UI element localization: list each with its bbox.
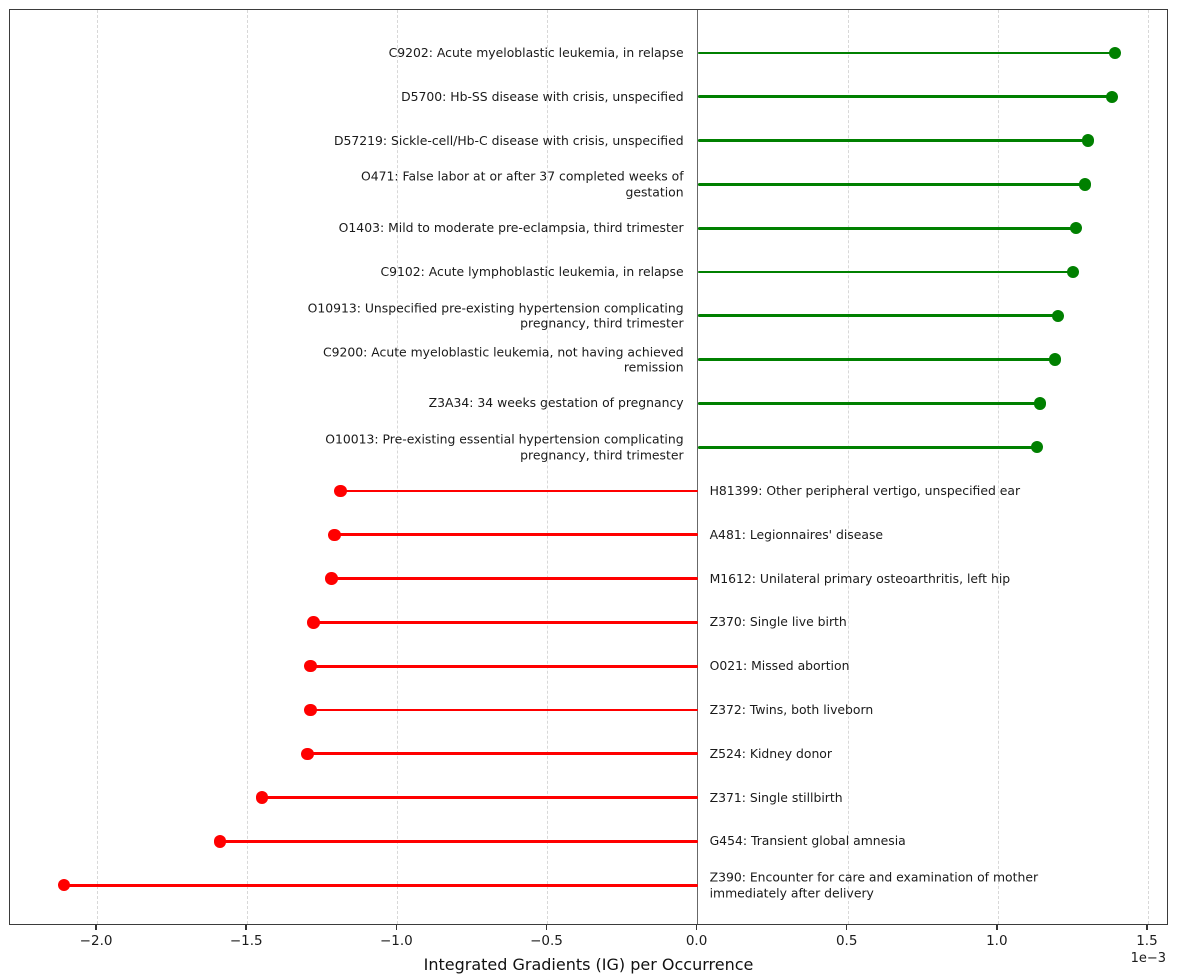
gridline bbox=[997, 10, 999, 924]
x-tick bbox=[695, 925, 698, 930]
zero-axis-line bbox=[696, 10, 699, 924]
x-tick-label: −0.5 bbox=[530, 933, 563, 949]
x-tick bbox=[545, 925, 548, 930]
x-tick-label: 0.0 bbox=[685, 933, 708, 949]
stem-line bbox=[220, 840, 698, 843]
stem-dot bbox=[307, 616, 320, 629]
axis-scale-offset: 1e−3 bbox=[1130, 951, 1166, 966]
category-label: G454: Transient global amnesia bbox=[709, 833, 906, 849]
gridline bbox=[547, 10, 549, 924]
stem-dot bbox=[325, 572, 338, 585]
category-label: A481: Legionnaires' disease bbox=[709, 527, 884, 542]
stem-line bbox=[697, 270, 1073, 274]
x-axis-label: Integrated Gradients (IG) per Occurrence bbox=[423, 955, 754, 974]
category-label: Z390: Encounter for care and examination… bbox=[709, 869, 1039, 901]
category-label: H81399: Other peripheral vertigo, unspec… bbox=[709, 483, 1021, 499]
x-tick bbox=[95, 925, 97, 930]
stem-dot bbox=[334, 484, 347, 498]
x-tick-label: −1.0 bbox=[379, 933, 413, 949]
x-tick bbox=[245, 925, 247, 930]
plot-area: C9202: Acute myeloblastic leukemia, in r… bbox=[9, 9, 1168, 925]
x-tick bbox=[996, 925, 998, 930]
category-label: C9102: Acute lymphoblastic leukemia, in … bbox=[380, 264, 684, 280]
stem-dot bbox=[328, 528, 341, 542]
stem-dot bbox=[1081, 134, 1095, 147]
stem-dot bbox=[1105, 90, 1119, 104]
category-label: O10913: Unspecified pre-existing hyperte… bbox=[307, 300, 684, 331]
x-tick-label: −1.5 bbox=[229, 933, 263, 949]
category-label: O1403: Mild to moderate pre-eclampsia, t… bbox=[338, 220, 684, 236]
category-label: O471: False labor at or after 37 complet… bbox=[360, 168, 684, 200]
category-label: D57219: Sickle-cell/Hb-C disease with cr… bbox=[333, 132, 684, 148]
category-label: D5700: Hb-SS disease with crisis, unspec… bbox=[401, 89, 684, 104]
stem-dot bbox=[1030, 440, 1044, 454]
gridline bbox=[1147, 10, 1149, 924]
stem-line bbox=[331, 577, 698, 580]
stem-line bbox=[310, 708, 698, 712]
stem-line bbox=[697, 445, 1037, 449]
stem-dot bbox=[255, 791, 269, 804]
stem-line bbox=[697, 402, 1040, 405]
stem-line bbox=[697, 139, 1088, 142]
stem-line bbox=[310, 664, 698, 668]
x-tick-label: 0.5 bbox=[835, 933, 858, 949]
x-tick-label: −2.0 bbox=[79, 933, 113, 949]
x-tick bbox=[845, 925, 848, 930]
x-tick bbox=[395, 925, 398, 930]
category-label: C9202: Acute myeloblastic leukemia, in r… bbox=[388, 45, 684, 61]
x-tick-label: 1.5 bbox=[1136, 933, 1158, 949]
category-label: Z370: Single live birth bbox=[709, 614, 847, 630]
category-label: M1612: Unilateral primary osteoarthritis… bbox=[709, 570, 1011, 586]
category-label: O10013: Pre-existing essential hypertens… bbox=[325, 431, 684, 463]
stem-dot bbox=[301, 747, 314, 761]
category-label: Z524: Kidney donor bbox=[709, 746, 832, 761]
stem-dot bbox=[1078, 178, 1092, 191]
category-label: Z372: Twins, both liveborn bbox=[709, 702, 874, 718]
stem-line bbox=[307, 752, 698, 756]
stem-line bbox=[262, 796, 698, 799]
category-label: O021: Missed abortion bbox=[709, 658, 850, 674]
stem-dot bbox=[1069, 221, 1083, 235]
gridline bbox=[247, 10, 249, 924]
stem-line bbox=[64, 883, 698, 887]
stem-dot bbox=[57, 878, 71, 892]
category-label: C9200: Acute myeloblastic leukemia, not … bbox=[322, 344, 684, 375]
stem-dot bbox=[1108, 46, 1122, 60]
stem-dot bbox=[1033, 397, 1047, 410]
gridline bbox=[847, 10, 849, 924]
stem-line bbox=[697, 95, 1112, 99]
stem-dot bbox=[1048, 353, 1062, 366]
x-tick bbox=[1146, 925, 1148, 930]
gridline bbox=[97, 10, 99, 924]
stem-line bbox=[697, 183, 1085, 186]
category-label: Z3A34: 34 weeks gestation of pregnancy bbox=[428, 395, 684, 411]
stem-dot bbox=[1066, 265, 1080, 279]
stem-line bbox=[697, 226, 1076, 230]
stem-dot bbox=[1051, 309, 1065, 323]
gridline bbox=[397, 10, 399, 924]
stem-line bbox=[334, 533, 698, 537]
stem-line bbox=[340, 489, 698, 493]
stem-line bbox=[697, 314, 1058, 318]
stem-line bbox=[697, 358, 1055, 361]
stem-dot bbox=[213, 835, 227, 848]
category-label: Z371: Single stillbirth bbox=[709, 789, 843, 805]
stem-dot bbox=[304, 703, 317, 717]
x-axis: −2.0 −1.5 −1.0 −0.5 0.0 0.5 1.0 1.5 Integrated … bbox=[9, 925, 1168, 980]
x-tick-label: 1.0 bbox=[986, 933, 1008, 949]
stem-line bbox=[313, 621, 698, 624]
stem-dot bbox=[304, 659, 317, 673]
stem-line bbox=[697, 51, 1115, 55]
